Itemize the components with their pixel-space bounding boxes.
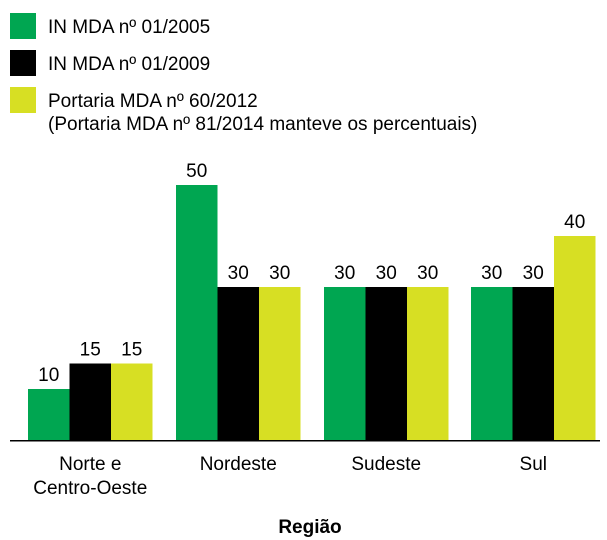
bar-4-2 (512, 287, 554, 440)
legend-label-3-line2: (Portaria MDA nº 81/2014 manteve os perc… (48, 114, 477, 135)
value-label-2-3: 30 (269, 263, 290, 284)
legend-label-1: IN MDA nº 01/2005 (48, 17, 210, 38)
bar-1-2 (69, 363, 111, 440)
value-label-4-2: 30 (523, 263, 544, 284)
x-tick-label-4: Sul (520, 454, 547, 475)
bar-3-2 (365, 287, 407, 440)
value-label-1-3: 15 (121, 340, 142, 361)
bar-1-3 (111, 363, 153, 440)
x-tick-label-2: Nordeste (200, 454, 277, 475)
bar-4-3 (554, 236, 596, 440)
x-axis-label: Região (278, 517, 341, 538)
chart-legend: IN MDA nº 01/2005 IN MDA nº 01/2009 Portar… (10, 13, 477, 135)
value-label-1-1: 10 (38, 365, 59, 386)
value-label-1-2: 15 (80, 340, 101, 361)
bar-1-1 (28, 389, 70, 440)
bar-2-1 (176, 185, 218, 440)
x-tick-label-1-line2: Centro-Oeste (33, 478, 147, 499)
legend-swatch-1 (10, 13, 36, 39)
x-tick-label-3: Sudeste (351, 454, 421, 475)
legend-swatch-3 (10, 87, 36, 113)
bar-2-3 (259, 287, 301, 440)
x-tick-label-1-line1: Norte e (59, 454, 121, 475)
x-tick-labels: Norte e Centro-Oeste Nordeste Sudeste Sul (33, 454, 547, 499)
legend-label-2: IN MDA nº 01/2009 (48, 54, 210, 75)
value-labels: 10 15 15 50 30 30 30 30 30 30 30 40 (38, 161, 585, 386)
value-label-3-3: 30 (417, 263, 438, 284)
value-label-2-2: 30 (228, 263, 249, 284)
legend-swatch-2 (10, 50, 36, 76)
chart-bars (28, 185, 596, 440)
value-label-3-1: 30 (334, 263, 355, 284)
legend-label-3: Portaria MDA nº 60/2012 (48, 91, 258, 112)
value-label-3-2: 30 (376, 263, 397, 284)
bar-3-3 (407, 287, 449, 440)
value-label-4-3: 40 (564, 212, 585, 233)
bar-4-1 (471, 287, 513, 440)
value-label-2-1: 50 (186, 161, 207, 182)
bar-3-1 (324, 287, 366, 440)
value-label-4-1: 30 (481, 263, 502, 284)
bar-2-2 (217, 287, 259, 440)
